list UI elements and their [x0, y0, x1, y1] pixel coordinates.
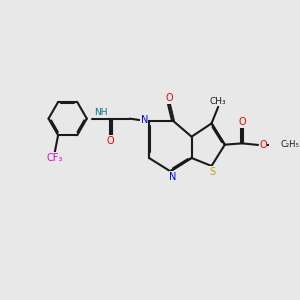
- Text: N: N: [141, 115, 148, 125]
- Text: O: O: [107, 136, 115, 146]
- Text: C₂H₅: C₂H₅: [281, 140, 299, 149]
- Text: N: N: [169, 172, 177, 182]
- Text: NH: NH: [94, 108, 108, 117]
- Text: CF₃: CF₃: [47, 152, 63, 163]
- Text: O: O: [259, 140, 267, 151]
- Text: S: S: [209, 167, 216, 177]
- Text: O: O: [238, 117, 246, 127]
- Text: O: O: [165, 93, 173, 103]
- Text: CH₃: CH₃: [210, 97, 226, 106]
